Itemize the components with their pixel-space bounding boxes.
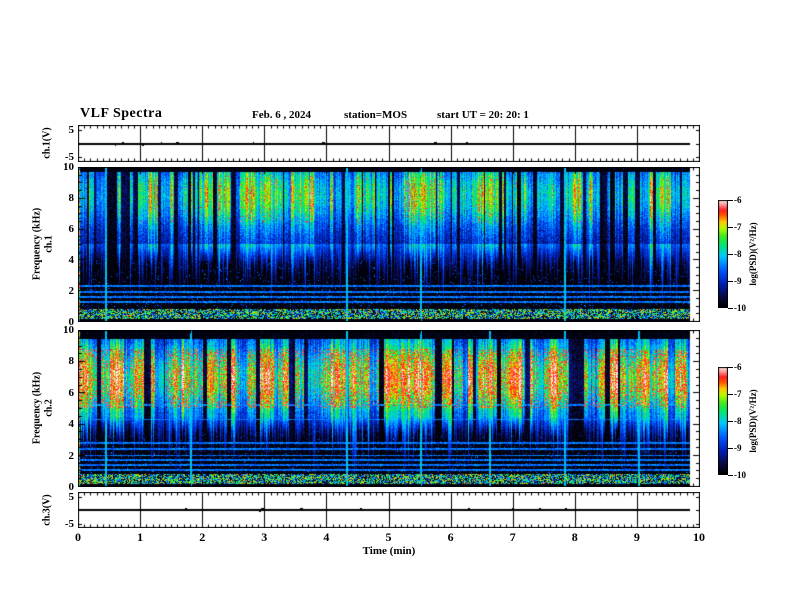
colorbar-tick-label: -9 bbox=[734, 276, 742, 286]
x-tick-label: 1 bbox=[137, 530, 144, 544]
colorbar-tick-label: -7 bbox=[734, 389, 742, 399]
x-tick-label: 2 bbox=[199, 530, 206, 544]
colorbar-tick-mark bbox=[728, 394, 733, 395]
colorbar-tick-mark bbox=[728, 421, 733, 422]
y-tick-label: 8 bbox=[68, 355, 75, 368]
y-tick-label: -5 bbox=[64, 517, 74, 530]
ch2-spec-axis-label: Frequency (kHz) bbox=[31, 371, 43, 445]
colorbar-tick-mark bbox=[728, 200, 733, 201]
colorbar-tick-mark bbox=[728, 475, 733, 476]
x-tick-label: 5 bbox=[385, 530, 392, 544]
y-tick-label: 5 bbox=[68, 124, 75, 136]
ch1-spec-axis-label: Frequency (kHz) bbox=[31, 207, 43, 281]
colorbar-tick-mark bbox=[728, 448, 733, 449]
station-label: station=MOS bbox=[344, 109, 408, 121]
colorbar-ch1-label: log(PSD)(V²/Hz) bbox=[748, 222, 758, 286]
x-tick-label: 6 bbox=[447, 530, 454, 544]
ch2-spectrogram-panel bbox=[78, 330, 700, 487]
x-tick-label: 8 bbox=[571, 530, 578, 544]
y-tick-label: 0 bbox=[68, 316, 75, 328]
colorbar-ch2-label: log(PSD)(V²/Hz) bbox=[748, 389, 758, 453]
colorbar-tick-mark bbox=[728, 227, 733, 228]
ch1-spectrogram-panel bbox=[78, 167, 700, 322]
y-tick-label: 6 bbox=[68, 386, 75, 399]
x-tick-label: 4 bbox=[323, 530, 330, 544]
time-axis-label: Time (min) bbox=[362, 545, 416, 557]
start-ut-label: start UT = 20: 20: 1 bbox=[437, 109, 529, 121]
y-tick-label: 4 bbox=[68, 418, 75, 431]
x-tick-label: 9 bbox=[633, 530, 640, 544]
x-tick-label: 0 bbox=[75, 530, 81, 544]
colorbar-tick-label: -8 bbox=[734, 416, 742, 426]
colorbar-tick-label: -10 bbox=[734, 470, 746, 480]
x-tick-label: 7 bbox=[509, 530, 516, 544]
x-tick-label: 10 bbox=[693, 530, 705, 544]
colorbar-ch2 bbox=[718, 367, 728, 475]
colorbar-tick-label: -9 bbox=[734, 443, 742, 453]
y-tick-label: 0 bbox=[68, 481, 75, 493]
y-tick-label: 6 bbox=[68, 223, 75, 235]
date-label: Feb. 6 , 2024 bbox=[252, 109, 311, 121]
ch3-voltage-panel bbox=[78, 492, 700, 528]
x-tick-label: 3 bbox=[261, 530, 268, 544]
colorbar-tick-label: -8 bbox=[734, 249, 742, 259]
y-tick-label: 4 bbox=[68, 254, 75, 266]
colorbar-tick-mark bbox=[728, 308, 733, 309]
colorbar-tick-label: -6 bbox=[734, 195, 742, 205]
colorbar-tick-mark bbox=[728, 281, 733, 282]
ch1-spec-channel-label: ch.1 bbox=[43, 235, 55, 253]
colorbar-tick-label: -10 bbox=[734, 303, 746, 313]
colorbar-tick-label: -6 bbox=[734, 362, 742, 372]
ch1-voltage-panel bbox=[78, 125, 700, 162]
y-tick-label: 2 bbox=[68, 285, 75, 297]
y-tick-label: 2 bbox=[68, 449, 75, 462]
colorbar-ch1 bbox=[718, 200, 728, 308]
y-tick-label: -5 bbox=[64, 151, 74, 163]
y-tick-label: 8 bbox=[68, 192, 75, 204]
ch2-spec-channel-label: ch.2 bbox=[43, 399, 55, 417]
colorbar-tick-mark bbox=[728, 254, 733, 255]
y-tick-label: 10 bbox=[63, 324, 74, 336]
colorbar-tick-mark bbox=[728, 367, 733, 368]
y-tick-label: 10 bbox=[63, 161, 74, 173]
colorbar-tick-label: -7 bbox=[734, 222, 742, 232]
plot-title: VLF Spectra bbox=[80, 106, 163, 121]
y-tick-label: 5 bbox=[68, 490, 75, 503]
